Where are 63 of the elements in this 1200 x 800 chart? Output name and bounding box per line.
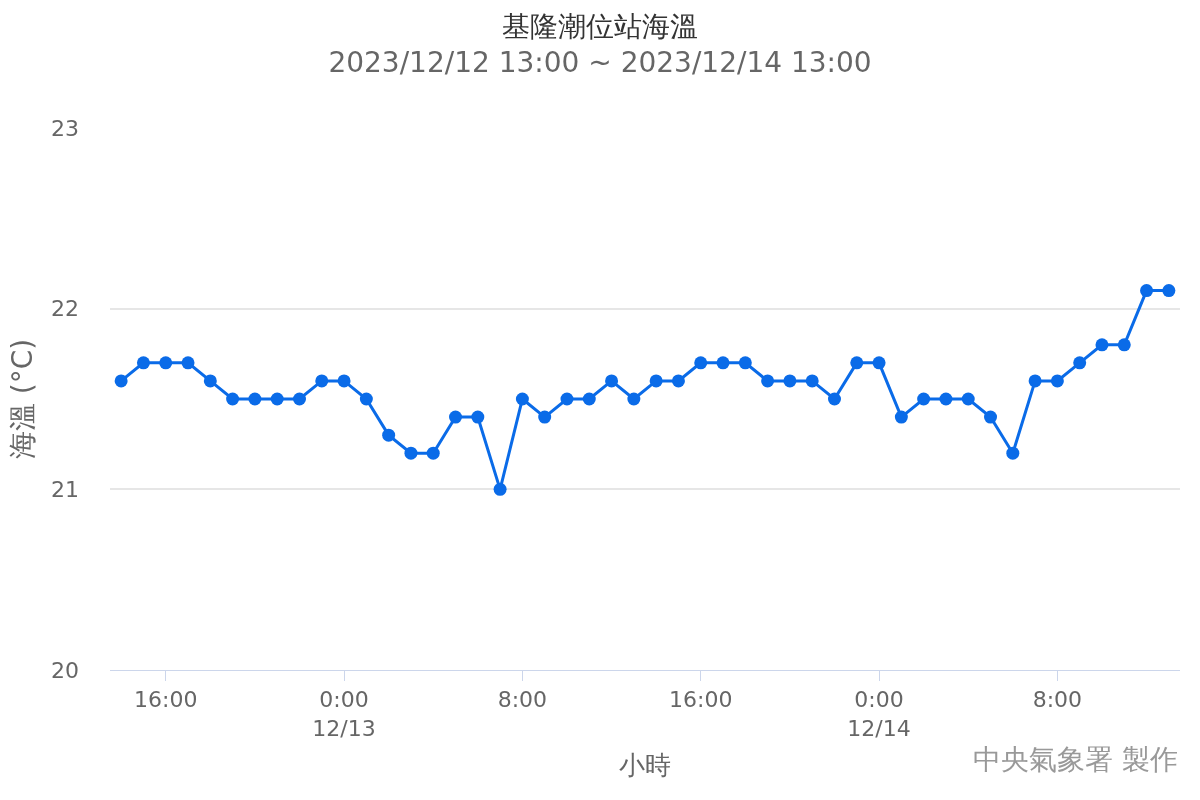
point <box>404 446 418 460</box>
point <box>894 410 908 424</box>
point <box>1028 374 1042 388</box>
point <box>984 410 998 424</box>
point <box>337 374 351 388</box>
x-tick-label: 16:00 <box>669 687 733 713</box>
point <box>649 374 663 388</box>
point <box>961 392 975 406</box>
y-tick-label: 23 <box>51 115 79 141</box>
point <box>136 356 150 370</box>
point <box>560 392 574 406</box>
chart-subtitle: 2023/12/12 13:00 ~ 2023/12/14 13:00 <box>328 46 872 80</box>
x-tick-label: 0:00 12/14 <box>847 687 911 741</box>
y-tick-label: 20 <box>51 657 79 683</box>
point <box>939 392 953 406</box>
point <box>1006 446 1020 460</box>
point <box>203 374 217 388</box>
x-axis-title: 小時 <box>619 749 671 780</box>
point <box>761 374 775 388</box>
point <box>382 428 396 442</box>
point <box>716 356 730 370</box>
point <box>181 356 195 370</box>
point <box>226 392 240 406</box>
chart-title: 基隆潮位站海溫 <box>502 10 698 43</box>
point <box>627 392 641 406</box>
point <box>1095 338 1109 352</box>
point <box>471 410 485 424</box>
point <box>582 392 596 406</box>
point <box>114 374 128 388</box>
x-tick-label: 16:00 <box>134 687 198 713</box>
point <box>426 446 440 460</box>
point <box>872 356 886 370</box>
point <box>248 392 262 406</box>
point <box>292 392 306 406</box>
point <box>850 356 864 370</box>
y-axis-title: 海溫 (°C) <box>5 338 39 460</box>
point <box>1162 284 1176 298</box>
text: 中央氣象署 製作 <box>973 743 1178 776</box>
x-tick-label: 8:00 <box>497 687 548 713</box>
point <box>1073 356 1087 370</box>
point <box>827 392 841 406</box>
point <box>1140 284 1154 298</box>
point <box>359 392 373 406</box>
point <box>671 374 685 388</box>
point <box>805 374 819 388</box>
x-tick-label: 8:00 <box>1032 687 1083 713</box>
point <box>917 392 931 406</box>
point <box>449 410 463 424</box>
point <box>538 410 552 424</box>
point <box>605 374 619 388</box>
x-tick-label: 0:00 12/13 <box>312 687 376 741</box>
point <box>783 374 797 388</box>
point <box>315 374 329 388</box>
point <box>159 356 173 370</box>
y-tick-label: 22 <box>51 296 79 322</box>
point <box>1117 338 1131 352</box>
point <box>738 356 752 370</box>
y-tick-label: 21 <box>51 477 79 503</box>
point <box>515 392 529 406</box>
point <box>493 482 507 496</box>
point <box>270 392 284 406</box>
point <box>1050 374 1064 388</box>
point <box>694 356 708 370</box>
